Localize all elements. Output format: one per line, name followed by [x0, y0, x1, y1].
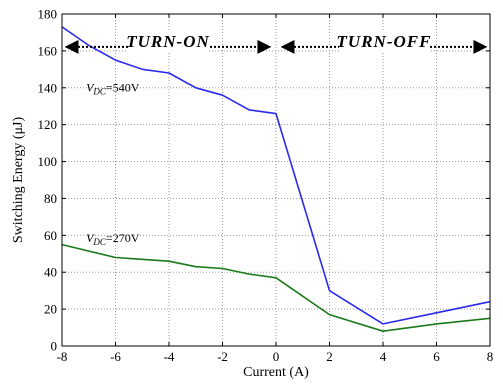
x-tick-label: 0: [273, 349, 280, 364]
x-tick-label: 8: [487, 349, 494, 364]
x-tick-label: 6: [433, 349, 440, 364]
region-label: TURN-ON: [126, 32, 210, 51]
region-label: TURN-OFF: [337, 32, 432, 51]
grid-lines: [62, 14, 490, 346]
y-tick-label: 160: [38, 43, 58, 58]
x-tick-label: -2: [217, 349, 228, 364]
y-tick-label: 100: [38, 154, 58, 169]
x-tick-label: -4: [164, 349, 175, 364]
series-label: VDC=270V: [86, 231, 140, 247]
x-tick-label: 2: [326, 349, 333, 364]
y-tick-label: 0: [51, 339, 58, 354]
region-markers: TURN-ON TURN-OFF: [64, 30, 488, 54]
x-tick-label: -8: [57, 349, 68, 364]
x-tick-label: 4: [380, 349, 387, 364]
series-labels: VDC=540V VDC=270V: [86, 80, 140, 246]
y-axis-label: Switching Energy (μJ): [11, 117, 26, 244]
region-label-bg: [128, 30, 208, 53]
x-tick-label: -6: [110, 349, 121, 364]
y-tick-label: 20: [44, 302, 57, 317]
y-tick-label: 140: [38, 80, 58, 95]
region-label-bg: [339, 30, 429, 53]
y-tick-label: 40: [44, 265, 57, 280]
series-label: VDC=540V: [86, 80, 140, 96]
y-tick-label: 180: [38, 7, 58, 22]
series-line: [61, 243, 491, 333]
x-axis-label: Current (A): [243, 365, 309, 380]
y-tick-label: 60: [44, 228, 57, 243]
series-line: [61, 26, 491, 325]
y-tick-label: 120: [38, 117, 58, 132]
plot-frame: [61, 13, 491, 347]
series-lines: [61, 26, 491, 333]
y-tick-label: 80: [44, 191, 57, 206]
